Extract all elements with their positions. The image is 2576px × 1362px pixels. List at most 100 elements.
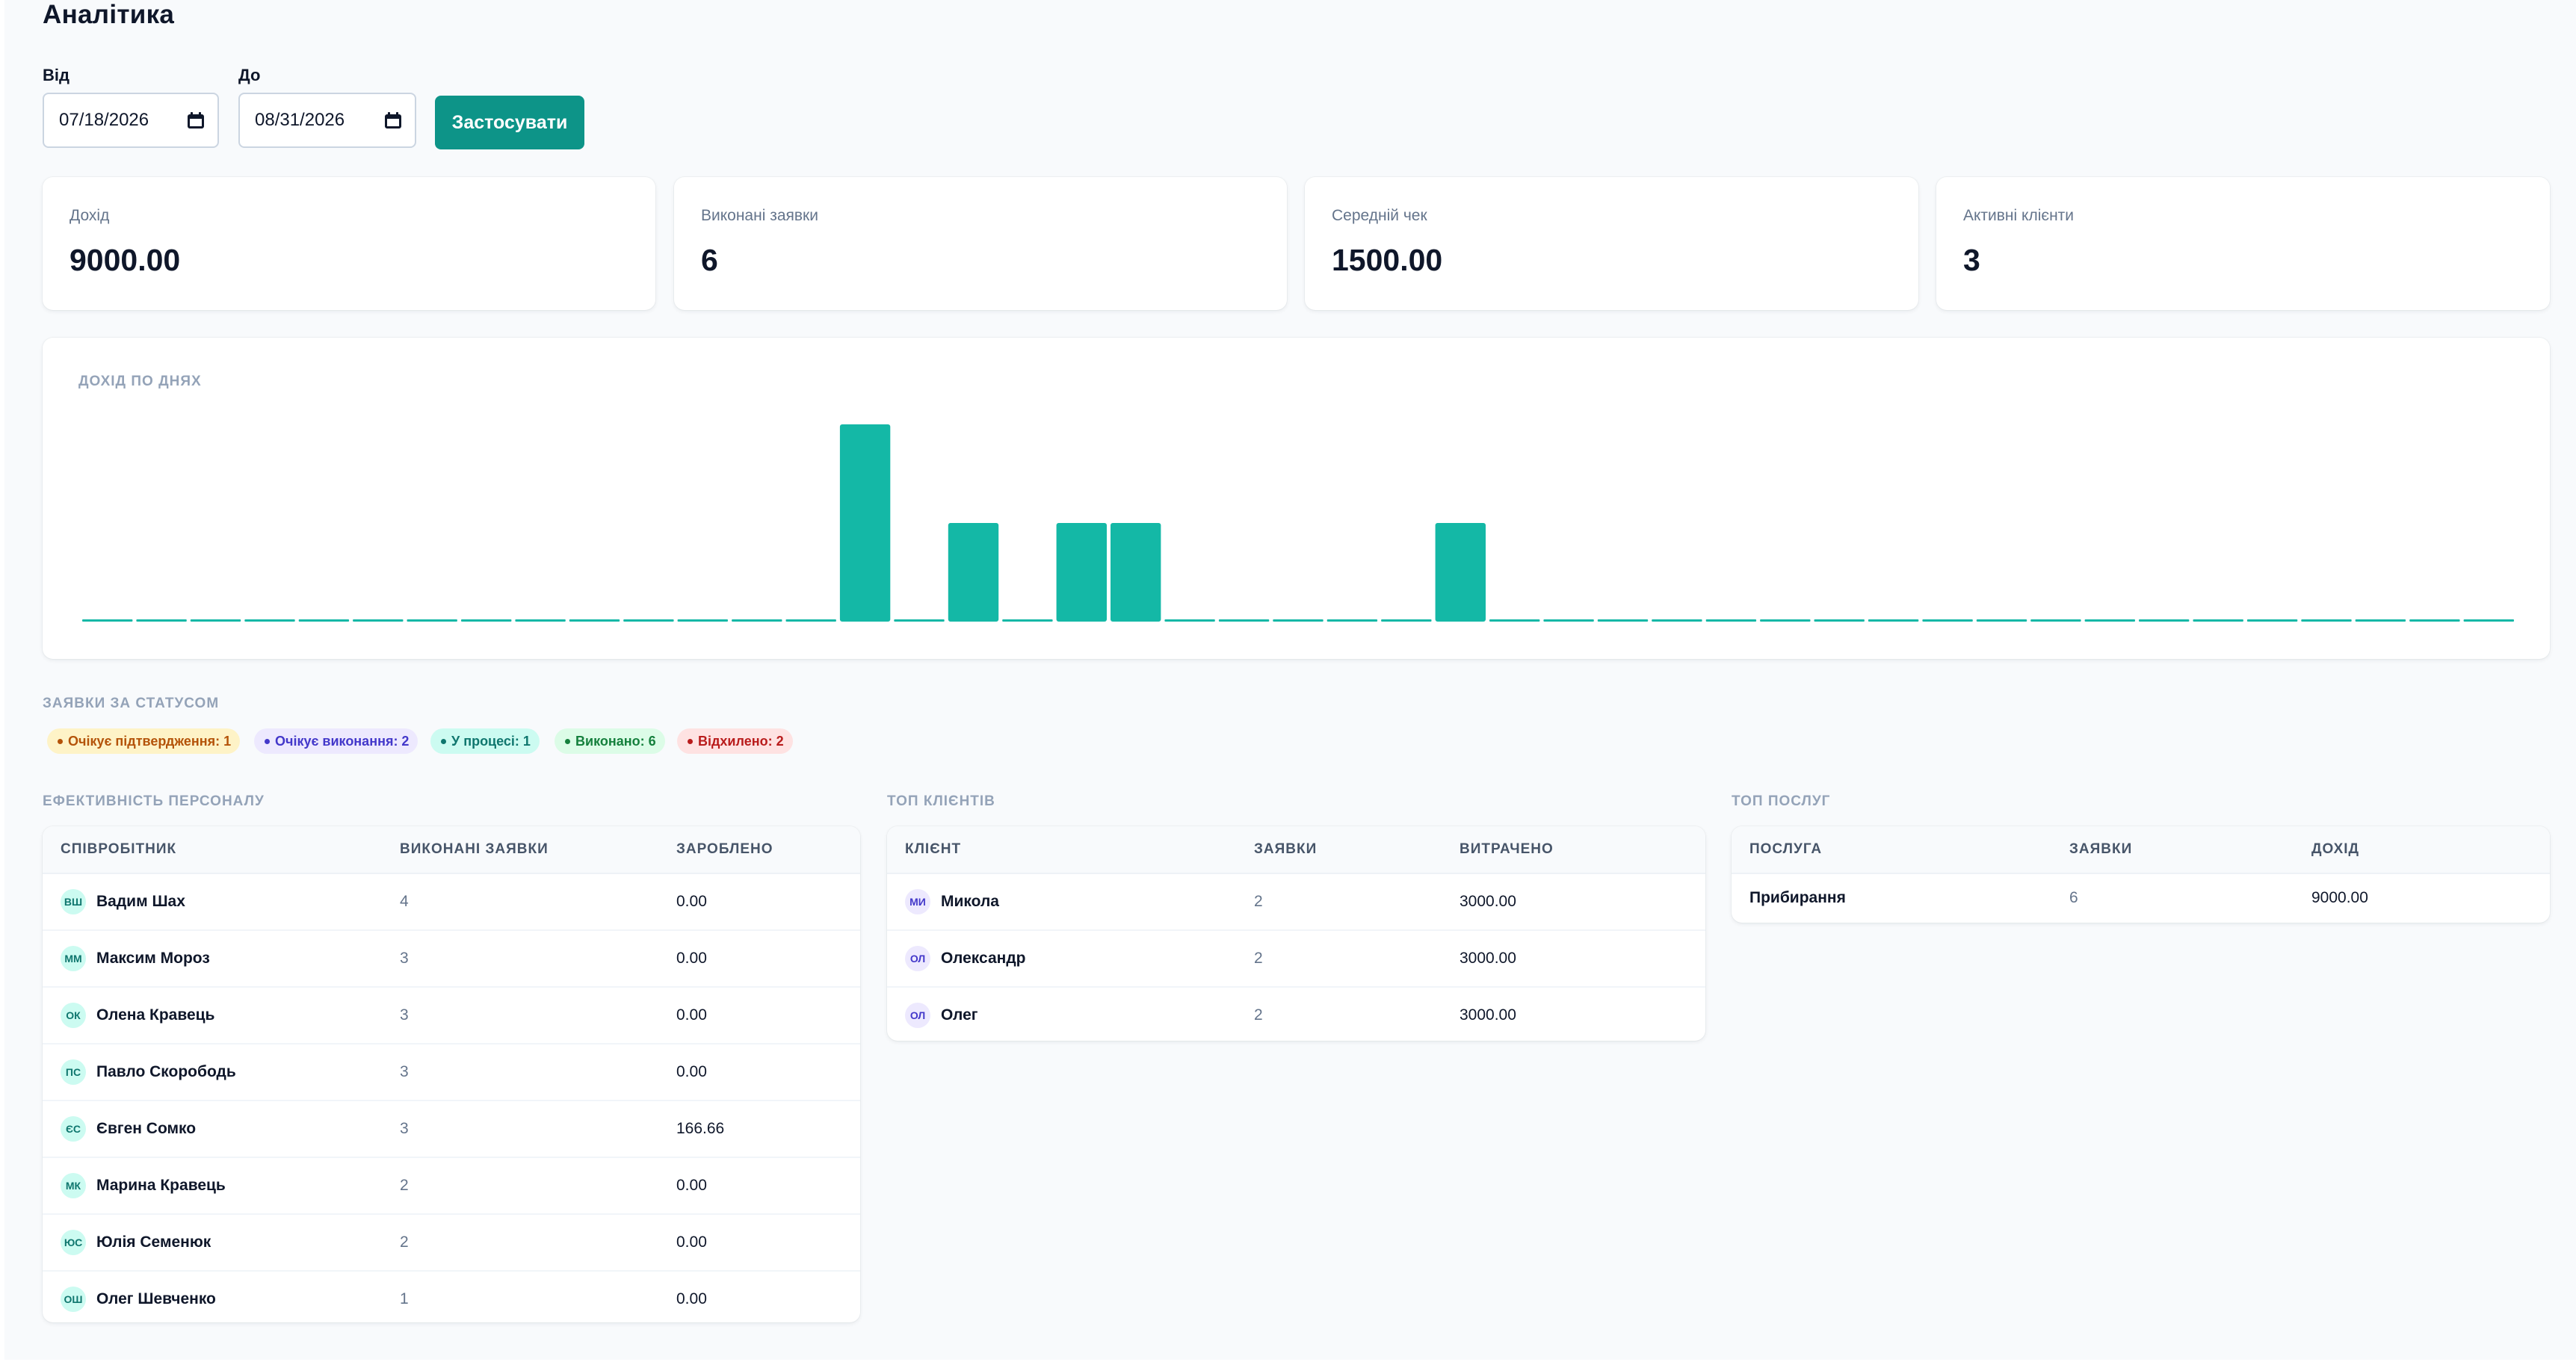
column-header-orders[interactable]: ЗАЯВКИ [1254, 826, 1460, 874]
chart-bar-08-19[interactable] [1814, 619, 1865, 622]
amount-cell: 0.00 [676, 1157, 860, 1215]
status-badge-label: Очікує виконання: 2 [275, 733, 410, 749]
count-value: 2 [400, 1177, 409, 1194]
chart-bar-08-18[interactable] [1760, 619, 1811, 622]
table-row[interactable]: ПС Павло Скорободь 3 0.00 [43, 1044, 860, 1101]
chart-bar-07-25[interactable] [461, 619, 512, 622]
chart-bar-07-28[interactable] [623, 619, 674, 622]
name-cell: ОЛ Олександр [887, 930, 1254, 988]
date-to-input[interactable]: 08/31/2026 [238, 93, 416, 148]
chart-bar-07-22[interactable] [298, 619, 350, 622]
services-table-card: ПОСЛУГА ЗАЯВКИ ДОХІД Прибирання 6 9000.00 [1732, 826, 2550, 923]
table-row[interactable]: ЄС Євген Сомко 3 166.66 [43, 1101, 860, 1158]
chart-bar-08-21[interactable] [1922, 619, 1973, 622]
column-header-spent[interactable]: ВИТРАЧЕНО [1460, 826, 1705, 874]
chart-bar-08-26[interactable] [2193, 619, 2243, 622]
status-badge: Виконано: 6 [555, 728, 665, 754]
column-header-employee[interactable]: СПІВРОБІТНИК [43, 826, 400, 874]
stat-label: Середній чек [1332, 207, 1427, 224]
table-row[interactable]: ЮС Юлія Семенюк 2 0.00 [43, 1214, 860, 1272]
apply-button[interactable]: Застосувати [435, 96, 584, 149]
table-row[interactable]: ВШ Вадим Шах 4 0.00 [43, 873, 860, 931]
chart-bar-08-17[interactable] [1705, 619, 1757, 622]
chart-bar-08-20[interactable] [1868, 619, 1919, 622]
chart-bar-07-18[interactable] [82, 619, 133, 622]
chart-bar-07-29[interactable] [677, 619, 728, 622]
chart-bar-08-09[interactable] [1273, 619, 1323, 622]
chart-bar-07-20[interactable] [190, 619, 241, 622]
calendar-icon[interactable] [188, 112, 204, 129]
chart-bar-07-21[interactable] [244, 619, 295, 622]
chart-bar-07-27[interactable] [569, 619, 620, 622]
chart-bar-08-06[interactable] [1111, 523, 1161, 622]
count-value: 2 [1254, 950, 1263, 967]
chart-bar-08-08[interactable] [1218, 619, 1270, 622]
date-from-value: 07/18/2026 [59, 110, 149, 130]
column-header-service[interactable]: ПОСЛУГА [1732, 826, 2069, 874]
name-cell: Прибирання [1732, 873, 2069, 922]
row-name: Марина Кравець [96, 1177, 226, 1194]
row-name: Максим Мороз [96, 950, 210, 967]
table-row[interactable]: Прибирання 6 9000.00 [1732, 873, 2550, 922]
chart-bar-08-16[interactable] [1652, 619, 1702, 622]
chart-bar-08-11[interactable] [1381, 619, 1432, 622]
chart-bar-08-12[interactable] [1435, 523, 1486, 622]
chart-bar-08-28[interactable] [2301, 619, 2352, 622]
count-cell: 6 [2069, 873, 2311, 922]
stat-value: 9000.00 [70, 243, 181, 277]
chart-bar-08-07[interactable] [1164, 619, 1215, 622]
chart-bar-08-04[interactable] [1002, 619, 1053, 622]
table-header-row: КЛІЄНТ ЗАЯВКИ ВИТРАЧЕНО [887, 826, 1705, 874]
amount-value: 0.00 [676, 1063, 707, 1080]
chart-bar-08-13[interactable] [1489, 619, 1540, 622]
chart-bar-08-30[interactable] [2409, 619, 2460, 622]
services-section-title: ТОП ПОСЛУГ [1732, 793, 1831, 809]
chart-bar-08-14[interactable] [1543, 619, 1594, 622]
table-row[interactable]: МК Марина Кравець 2 0.00 [43, 1157, 860, 1215]
chart-bar-08-02[interactable] [894, 619, 945, 622]
chart-bar-08-24[interactable] [2084, 619, 2135, 622]
column-header-orders[interactable]: ЗАЯВКИ [2069, 826, 2311, 874]
chart-bar-08-31[interactable] [2463, 619, 2514, 622]
column-header-client[interactable]: КЛІЄНТ [887, 826, 1254, 874]
chart-bar-08-25[interactable] [2139, 619, 2190, 622]
chart-bar-07-30[interactable] [732, 619, 782, 622]
chart-bar-08-10[interactable] [1326, 619, 1378, 622]
chart-bar-08-05[interactable] [1056, 523, 1107, 622]
status-badge: У процесі: 1 [430, 728, 540, 754]
chart-bar-08-22[interactable] [1976, 619, 2027, 622]
table-row[interactable]: ОЛ Олександр 2 3000.00 [887, 930, 1705, 988]
chart-bar-08-15[interactable] [1597, 619, 1649, 622]
chart-bar-07-31[interactable] [785, 619, 836, 622]
chart-bar-08-27[interactable] [2246, 619, 2298, 622]
table-row[interactable]: ОЛ Олег 2 3000.00 [887, 987, 1705, 1041]
column-header-revenue[interactable]: ДОХІД [2311, 826, 2550, 874]
name-wrapper: Прибирання [1749, 889, 2069, 907]
chart-bar-08-29[interactable] [2355, 619, 2406, 622]
avatar: ММ [61, 946, 86, 971]
chart-bar-08-03[interactable] [948, 523, 999, 622]
name-cell: ЮС Юлія Семенюк [43, 1214, 400, 1272]
chart-bar-08-23[interactable] [2030, 619, 2081, 622]
count-value: 3 [400, 1063, 409, 1080]
column-header-earned[interactable]: ЗАРОБЛЕНО [676, 826, 860, 874]
calendar-icon[interactable] [385, 112, 401, 129]
table-row[interactable]: ОК Олена Кравець 3 0.00 [43, 987, 860, 1044]
table-row[interactable]: ОШ Олег Шевченко 1 0.00 [43, 1271, 860, 1322]
avatar: ОЛ [905, 1003, 930, 1028]
chart-bar-07-23[interactable] [353, 619, 404, 622]
chart-bar-08-01[interactable] [839, 424, 891, 622]
stat-card-average-check: Середній чек 1500.00 [1305, 177, 1918, 310]
chart-bar-07-26[interactable] [515, 619, 566, 622]
amount-cell: 0.00 [676, 1214, 860, 1272]
count-value: 2 [1254, 893, 1263, 910]
column-header-completed[interactable]: ВИКОНАНІ ЗАЯВКИ [400, 826, 676, 874]
amount-value: 0.00 [676, 1006, 707, 1024]
chart-bar-07-24[interactable] [407, 619, 457, 622]
chart-bar-07-19[interactable] [136, 619, 187, 622]
table-row[interactable]: МИ Микола 2 3000.00 [887, 873, 1705, 931]
date-from-input[interactable]: 07/18/2026 [43, 93, 219, 148]
table-row[interactable]: ММ Максим Мороз 3 0.00 [43, 930, 860, 988]
clients-table: КЛІЄНТ ЗАЯВКИ ВИТРАЧЕНО МИ Микола 2 3000.00… [887, 826, 1705, 1041]
page-title: Аналітика [43, 0, 175, 29]
